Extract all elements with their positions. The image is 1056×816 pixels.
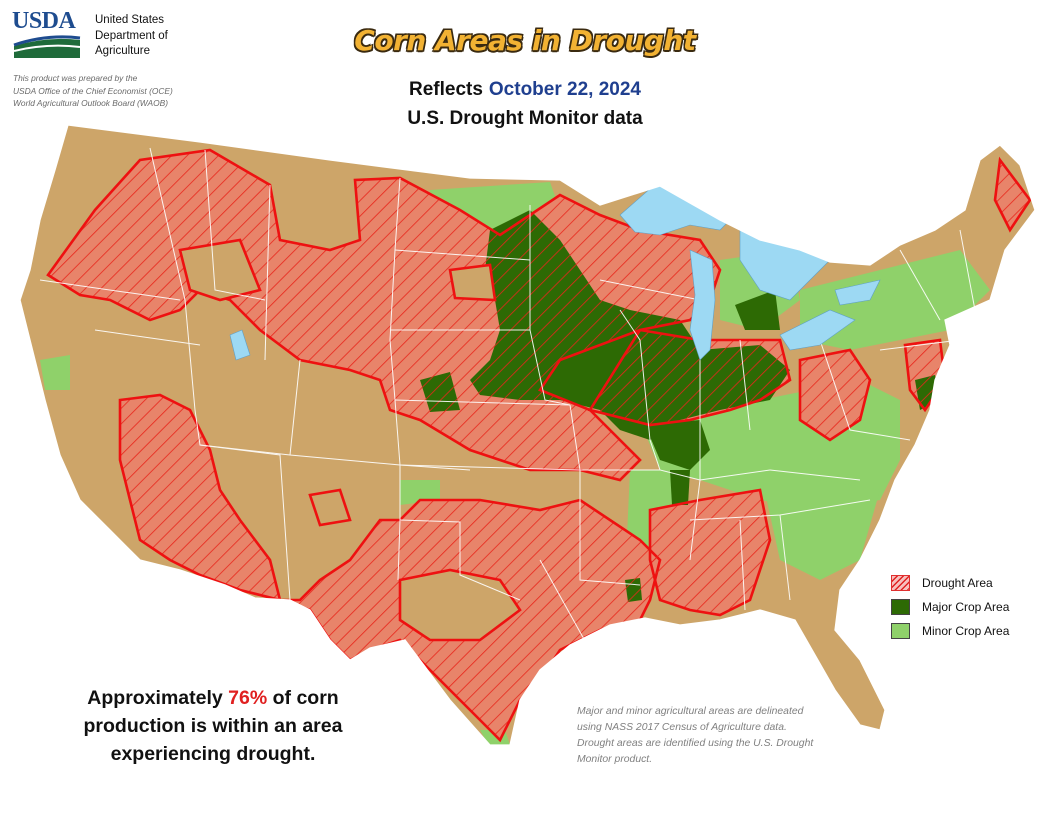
agency-name-line3: Agriculture — [95, 45, 150, 57]
drought-hatching — [46, 148, 1032, 743]
report-date: October 22, 2024 — [488, 79, 641, 100]
prepared-line2: USDA Office of the Chief Economist (OCE) — [13, 85, 173, 96]
drought-swatch — [891, 575, 910, 591]
usda-logo — [13, 35, 81, 58]
legend-label-drought: Drought Area — [922, 576, 993, 590]
agency-name: United States Department of Agriculture — [95, 13, 205, 60]
coastline — [19, 124, 1036, 746]
legend-label-minor: Minor Crop Area — [922, 624, 1010, 638]
map-legend: Drought Area Major Crop Area Minor Crop … — [891, 571, 1009, 643]
minor-crop-swatch — [891, 623, 910, 639]
legend-item-minor: Minor Crop Area — [891, 619, 1009, 643]
usda-logo-text: USDA — [12, 8, 76, 34]
drought-summary: Approximately 76% of corn production is … — [38, 684, 388, 768]
summary-post: of corn production is within an area exp… — [83, 687, 343, 765]
source-line: U.S. Drought Monitor data — [407, 108, 643, 129]
reflects-line: Reflects October 22, 2024 — [330, 79, 720, 101]
reflects-label: Reflects — [408, 79, 483, 100]
map-title: Corn Areas in Drought — [354, 24, 696, 57]
legend-item-drought: Drought Area — [891, 571, 1009, 595]
us-drought-map — [19, 124, 1036, 746]
state-boundaries — [39, 147, 976, 651]
agency-name-line1: United States — [95, 14, 165, 26]
legend-label-major: Major Crop Area — [922, 600, 1010, 614]
legend-item-major: Major Crop Area — [891, 595, 1009, 619]
prepared-line1: This product was prepared by the — [13, 73, 138, 83]
summary-percent: 76% — [228, 687, 268, 709]
agency-name-line2: Department of — [95, 29, 168, 42]
prepared-by-note: This product was prepared by the USDA Of… — [13, 72, 228, 110]
methodology-note: Major and minor agricultural areas are d… — [577, 706, 814, 765]
major-crop-swatch — [891, 599, 910, 615]
prepared-line3: World Agricultural Outlook Board (WAOB) — [13, 98, 168, 108]
summary-pre: Approximately — [87, 687, 229, 709]
